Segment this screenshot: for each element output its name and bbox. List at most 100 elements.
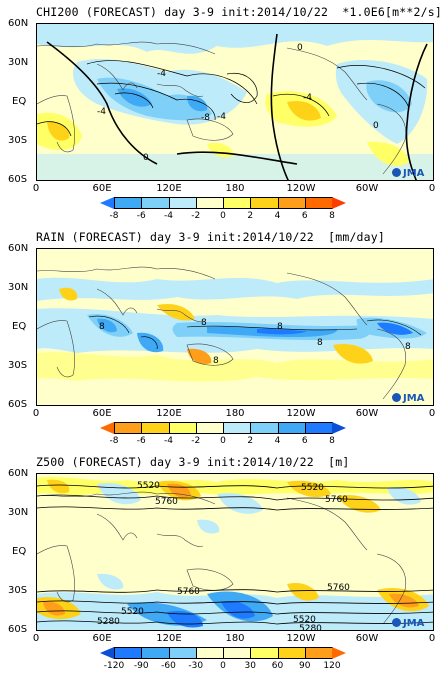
panel-chi200: CHI200 (FORECAST) day 3-9 init:2014/10/2… xyxy=(0,0,445,225)
map-z500: 5520 5760 5520 5760 5760 5760 5520 5280 … xyxy=(36,473,434,631)
colorbar-tick-label: 6 xyxy=(301,436,308,446)
colorbar-extend-left xyxy=(100,647,114,659)
colorbar-extend-right xyxy=(332,422,346,434)
colorbar-chi200: -8 -6 -4 -2 0 2 4 6 8 xyxy=(100,197,346,221)
contour-label: 5520 xyxy=(137,481,160,491)
contour-label: 5280 xyxy=(299,624,322,631)
lon-label: 60W xyxy=(355,183,379,194)
colorbar-segment xyxy=(195,647,224,659)
lat-label-30n: 30N xyxy=(8,282,29,293)
lon-label: 120W xyxy=(286,408,316,419)
lat-label-eq: EQ xyxy=(12,96,27,107)
colorbar-segment xyxy=(141,647,170,659)
panel-z500: Z500 (FORECAST) day 3-9 init:2014/10/22 … xyxy=(0,450,445,675)
colorbar-segment xyxy=(168,422,197,434)
colorbar-tick-label: -60 xyxy=(161,661,176,671)
colorbar-segment xyxy=(277,647,306,659)
colorbar-tick-label: 120 xyxy=(323,661,341,671)
lon-label: 180 xyxy=(225,633,245,644)
colorbar-segment xyxy=(223,647,252,659)
colorbar-tick-label: 90 xyxy=(299,661,311,671)
contour-label: 8 xyxy=(99,322,105,332)
lon-label: 0 xyxy=(32,633,40,644)
jma-globe-icon xyxy=(392,618,401,627)
colorbar-tick-label: -8 xyxy=(109,436,119,446)
colorbar-segment xyxy=(223,197,252,209)
lat-label-60n: 60N xyxy=(8,243,29,254)
colorbar-tick-label: 8 xyxy=(329,211,335,221)
colorbar-tick-label: -120 xyxy=(103,661,125,671)
colorbar-tick-label: 2 xyxy=(247,211,254,221)
colorbar-segment xyxy=(304,422,333,434)
jma-logo: JMA xyxy=(392,393,424,404)
lon-label: 0 xyxy=(32,408,40,419)
contour-label: -4 xyxy=(303,93,312,103)
lat-label-30s: 30S xyxy=(8,135,28,146)
colorbar-tick-label: 30 xyxy=(244,661,256,671)
contour-label: -8 xyxy=(201,113,210,123)
lon-label: 0 xyxy=(428,633,436,644)
lat-label-60n: 60N xyxy=(8,18,29,29)
lon-label: 0 xyxy=(428,183,436,194)
lon-label: 120W xyxy=(286,183,316,194)
lon-label: 60W xyxy=(355,633,379,644)
colorbar-tick-label: 60 xyxy=(271,661,284,671)
colorbar-segment xyxy=(277,422,306,434)
colorbar-segment xyxy=(195,197,224,209)
colorbar-segment xyxy=(114,197,143,209)
colorbar-extend-left xyxy=(100,422,114,434)
contour-label: 8 xyxy=(317,338,323,348)
lon-label: 0 xyxy=(32,183,40,194)
lat-label-eq: EQ xyxy=(12,321,27,332)
colorbar-segment xyxy=(141,197,170,209)
colorbar-tick-label: -2 xyxy=(191,211,201,221)
colorbar-tick-label: -4 xyxy=(164,211,173,221)
lat-label-60s: 60S xyxy=(8,174,28,185)
contour-label: 5760 xyxy=(155,497,178,507)
contour-label: 8 xyxy=(201,318,207,328)
lat-label-30n: 30N xyxy=(8,507,29,518)
contour-label: -4 xyxy=(97,107,106,117)
contour-label: 0 xyxy=(297,43,303,53)
contour-label: 5520 xyxy=(121,607,144,617)
lat-label-eq: EQ xyxy=(12,546,27,557)
lon-label: 0 xyxy=(428,408,436,419)
colorbar-tick-label: -8 xyxy=(109,211,119,221)
colorbar-segment xyxy=(304,647,333,659)
lon-label: 60E xyxy=(92,408,112,419)
contour-label: 0 xyxy=(373,121,379,131)
panel-rain: RAIN (FORECAST) day 3-9 init:2014/10/22 … xyxy=(0,225,445,450)
colorbar-segment xyxy=(277,197,306,209)
colorbar-segment xyxy=(141,422,170,434)
lat-label-30n: 30N xyxy=(8,57,29,68)
colorbar-segment xyxy=(250,422,279,434)
contour-label: 8 xyxy=(405,342,411,352)
lon-label: 60W xyxy=(355,408,379,419)
colorbar-tick-label: 4 xyxy=(274,211,281,221)
lat-label-60s: 60S xyxy=(8,399,28,410)
map-chi200: -4 -4 -4 0 0 0 -4 -8 xyxy=(36,23,434,181)
colorbar-extend-left xyxy=(100,197,114,209)
lat-label-60n: 60N xyxy=(8,468,29,479)
colorbar-tick-label: 4 xyxy=(274,436,281,446)
colorbar-tick-label: -90 xyxy=(133,661,149,671)
colorbar-segment xyxy=(250,197,279,209)
lat-label-60s: 60S xyxy=(8,624,28,635)
contour-label: -4 xyxy=(217,112,226,122)
colorbar-tick-label: -4 xyxy=(164,436,173,446)
colorbar-tick-label: -6 xyxy=(136,436,146,446)
contour-label: 8 xyxy=(277,322,283,332)
jma-logo: JMA xyxy=(392,168,424,179)
contour-label: 0 xyxy=(143,153,149,163)
contour-label: 5520 xyxy=(293,615,316,625)
colorbar-extend-right xyxy=(332,647,346,659)
colorbar-tick-label: 8 xyxy=(329,436,335,446)
jma-globe-icon xyxy=(392,168,401,177)
contour-label: 8 xyxy=(213,356,219,366)
lon-label: 60E xyxy=(92,633,112,644)
jma-logo: JMA xyxy=(392,618,424,629)
lon-label: 120E xyxy=(156,408,182,419)
colorbar-tick-label: -2 xyxy=(191,436,201,446)
panel-title: RAIN (FORECAST) day 3-9 init:2014/10/22 … xyxy=(36,230,386,244)
lon-label: 180 xyxy=(225,183,245,194)
